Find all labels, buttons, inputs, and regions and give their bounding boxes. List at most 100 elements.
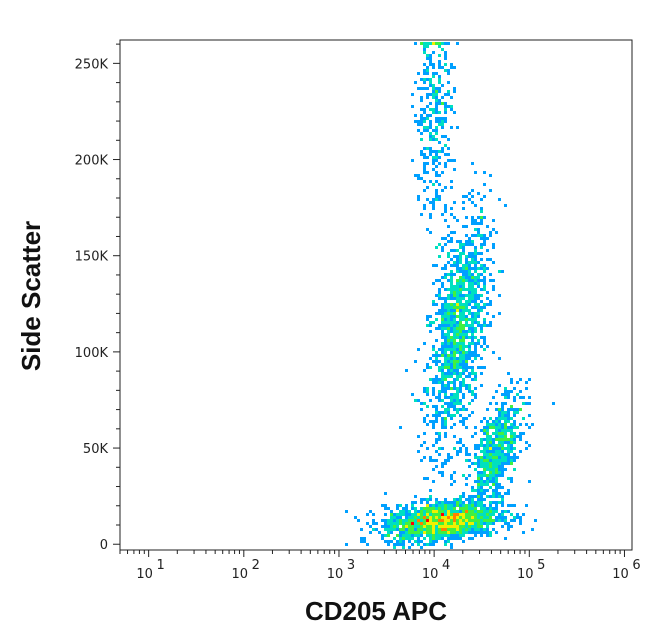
event-dot xyxy=(495,447,498,450)
event-dot xyxy=(456,387,459,390)
event-dot xyxy=(441,312,444,315)
event-dot xyxy=(438,531,441,534)
event-dot xyxy=(432,414,435,417)
event-dot xyxy=(441,363,444,366)
event-dot xyxy=(396,516,399,519)
event-dot xyxy=(444,459,447,462)
event-dot xyxy=(489,516,492,519)
event-dot xyxy=(444,513,447,516)
event-dot xyxy=(477,510,480,513)
event-dot xyxy=(444,165,447,168)
event-dot xyxy=(480,279,483,282)
event-dot xyxy=(501,519,504,522)
event-dot xyxy=(480,438,483,441)
event-dot xyxy=(474,504,477,507)
event-dot xyxy=(429,519,432,522)
event-dot xyxy=(513,519,516,522)
event-dot xyxy=(411,504,414,507)
event-dot xyxy=(441,372,444,375)
event-dot xyxy=(471,261,474,264)
event-dot xyxy=(435,339,438,342)
event-dot xyxy=(462,372,465,375)
event-dot xyxy=(465,300,468,303)
event-dot xyxy=(423,207,426,210)
event-dot xyxy=(468,465,471,468)
event-dot xyxy=(462,495,465,498)
event-dot xyxy=(444,426,447,429)
event-dot xyxy=(420,96,423,99)
event-dot xyxy=(489,444,492,447)
event-dot xyxy=(423,543,426,546)
event-dot xyxy=(462,510,465,513)
event-dot xyxy=(462,267,465,270)
event-dot xyxy=(432,534,435,537)
event-dot xyxy=(435,159,438,162)
event-dot xyxy=(447,363,450,366)
event-dot xyxy=(447,90,450,93)
event-dot xyxy=(426,534,429,537)
event-dot xyxy=(477,339,480,342)
event-dot xyxy=(432,390,435,393)
event-dot xyxy=(456,369,459,372)
event-dot xyxy=(441,102,444,105)
event-dot xyxy=(516,393,519,396)
event-dot xyxy=(399,516,402,519)
event-dot xyxy=(441,309,444,312)
event-dot xyxy=(486,525,489,528)
event-dot xyxy=(486,291,489,294)
event-dot xyxy=(492,219,495,222)
event-dot xyxy=(459,504,462,507)
event-dot xyxy=(432,168,435,171)
event-dot xyxy=(495,489,498,492)
event-dot xyxy=(510,525,513,528)
event-dot xyxy=(435,303,438,306)
event-dot xyxy=(474,222,477,225)
event-dot xyxy=(444,57,447,60)
event-dot xyxy=(492,471,495,474)
event-dot xyxy=(435,129,438,132)
event-dot xyxy=(438,414,441,417)
event-dot xyxy=(429,138,432,141)
event-dot xyxy=(519,450,522,453)
event-dot xyxy=(432,393,435,396)
event-dot xyxy=(432,63,435,66)
event-dot xyxy=(489,474,492,477)
event-dot xyxy=(438,123,441,126)
event-dot xyxy=(465,507,468,510)
event-dot xyxy=(459,360,462,363)
event-dot xyxy=(438,195,441,198)
event-dot xyxy=(468,354,471,357)
event-dot xyxy=(408,540,411,543)
event-dot xyxy=(444,318,447,321)
event-dot xyxy=(471,528,474,531)
event-dot xyxy=(477,519,480,522)
event-dot xyxy=(432,426,435,429)
event-dot xyxy=(453,504,456,507)
event-dot xyxy=(462,351,465,354)
event-dot xyxy=(495,231,498,234)
event-dot xyxy=(450,546,453,549)
event-dot xyxy=(477,261,480,264)
event-dot xyxy=(444,372,447,375)
event-dot xyxy=(426,129,429,132)
y-tick-label: 150K xyxy=(75,250,109,265)
event-dot xyxy=(480,528,483,531)
event-dot xyxy=(423,441,426,444)
event-dot xyxy=(474,375,477,378)
event-dot xyxy=(405,534,408,537)
event-dot xyxy=(423,498,426,501)
event-dot xyxy=(441,66,444,69)
event-dot xyxy=(465,321,468,324)
event-dot xyxy=(450,231,453,234)
event-dot xyxy=(453,333,456,336)
event-dot xyxy=(474,531,477,534)
event-dot xyxy=(480,450,483,453)
event-dot xyxy=(459,258,462,261)
event-dot xyxy=(492,228,495,231)
event-dot xyxy=(438,507,441,510)
event-dot xyxy=(462,333,465,336)
event-dot xyxy=(468,387,471,390)
event-dot xyxy=(498,312,501,315)
event-dot xyxy=(489,300,492,303)
event-dot xyxy=(435,405,438,408)
